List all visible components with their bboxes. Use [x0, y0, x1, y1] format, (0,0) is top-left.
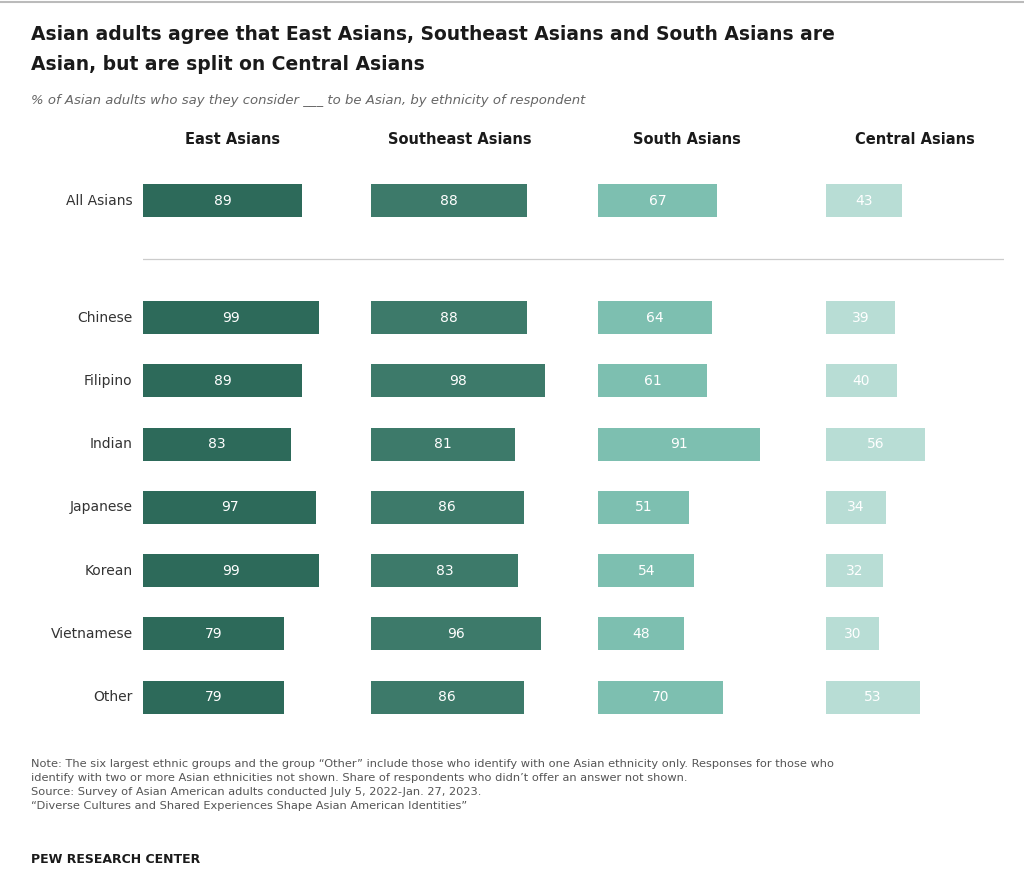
Text: 99: 99	[222, 564, 241, 577]
Text: 54: 54	[638, 564, 655, 577]
FancyBboxPatch shape	[371, 428, 515, 461]
FancyBboxPatch shape	[825, 364, 897, 397]
FancyBboxPatch shape	[825, 681, 920, 714]
Text: Indian: Indian	[90, 437, 133, 451]
Text: 79: 79	[205, 627, 222, 641]
FancyBboxPatch shape	[371, 301, 527, 334]
Text: 70: 70	[651, 691, 670, 704]
Text: 91: 91	[671, 437, 688, 451]
Text: Asian, but are split on Central Asians: Asian, but are split on Central Asians	[31, 55, 425, 74]
Text: 97: 97	[221, 501, 239, 514]
Text: 30: 30	[844, 627, 861, 641]
FancyBboxPatch shape	[143, 681, 284, 714]
Text: 56: 56	[866, 437, 885, 451]
FancyBboxPatch shape	[371, 184, 527, 217]
FancyBboxPatch shape	[371, 491, 523, 524]
FancyBboxPatch shape	[598, 554, 694, 587]
FancyBboxPatch shape	[825, 428, 926, 461]
FancyBboxPatch shape	[143, 617, 284, 650]
FancyBboxPatch shape	[143, 364, 301, 397]
FancyBboxPatch shape	[598, 617, 684, 650]
FancyBboxPatch shape	[598, 364, 707, 397]
FancyBboxPatch shape	[598, 491, 689, 524]
Text: 89: 89	[214, 374, 231, 388]
Text: 43: 43	[855, 193, 872, 208]
Text: 48: 48	[632, 627, 650, 641]
Text: 51: 51	[635, 501, 652, 514]
Text: PEW RESEARCH CENTER: PEW RESEARCH CENTER	[31, 853, 200, 866]
Text: 96: 96	[447, 627, 465, 641]
FancyBboxPatch shape	[598, 184, 718, 217]
Text: 86: 86	[438, 501, 456, 514]
Text: 53: 53	[864, 691, 882, 704]
FancyBboxPatch shape	[143, 184, 301, 217]
Text: Korean: Korean	[85, 564, 133, 577]
FancyBboxPatch shape	[825, 184, 902, 217]
Text: All Asians: All Asians	[67, 193, 133, 208]
Text: Chinese: Chinese	[78, 311, 133, 324]
FancyBboxPatch shape	[371, 681, 523, 714]
Text: 39: 39	[852, 311, 869, 324]
Text: 34: 34	[847, 501, 864, 514]
Text: 98: 98	[450, 374, 467, 388]
Text: 79: 79	[205, 691, 222, 704]
FancyBboxPatch shape	[371, 617, 542, 650]
Text: Southeast Asians: Southeast Asians	[388, 132, 531, 147]
FancyBboxPatch shape	[825, 301, 895, 334]
Text: Other: Other	[93, 691, 133, 704]
Text: East Asians: East Asians	[184, 132, 280, 147]
FancyBboxPatch shape	[143, 491, 315, 524]
FancyBboxPatch shape	[143, 428, 291, 461]
FancyBboxPatch shape	[371, 364, 545, 397]
Text: Japanese: Japanese	[70, 501, 133, 514]
Text: 81: 81	[434, 437, 452, 451]
Text: 83: 83	[208, 437, 226, 451]
FancyBboxPatch shape	[598, 301, 712, 334]
FancyBboxPatch shape	[825, 554, 883, 587]
FancyBboxPatch shape	[825, 491, 886, 524]
Text: Filipino: Filipino	[84, 374, 133, 388]
Text: 40: 40	[853, 374, 870, 388]
Text: Central Asians: Central Asians	[855, 132, 975, 147]
Text: % of Asian adults who say they consider ___ to be Asian, by ethnicity of respond: % of Asian adults who say they consider …	[31, 94, 585, 107]
Text: Vietnamese: Vietnamese	[50, 627, 133, 641]
FancyBboxPatch shape	[143, 301, 319, 334]
Text: 86: 86	[438, 691, 456, 704]
Text: 99: 99	[222, 311, 241, 324]
Text: Note: The six largest ethnic groups and the group “Other” include those who iden: Note: The six largest ethnic groups and …	[31, 759, 834, 811]
Text: 67: 67	[649, 193, 667, 208]
FancyBboxPatch shape	[143, 554, 319, 587]
Text: 89: 89	[214, 193, 231, 208]
FancyBboxPatch shape	[598, 681, 723, 714]
FancyBboxPatch shape	[371, 554, 518, 587]
FancyBboxPatch shape	[825, 617, 880, 650]
Text: 32: 32	[846, 564, 863, 577]
Text: 88: 88	[440, 311, 458, 324]
Text: 64: 64	[646, 311, 664, 324]
Text: Asian adults agree that East Asians, Southeast Asians and South Asians are: Asian adults agree that East Asians, Sou…	[31, 25, 835, 44]
Text: South Asians: South Asians	[633, 132, 741, 147]
Text: 88: 88	[440, 193, 458, 208]
Text: 61: 61	[644, 374, 662, 388]
FancyBboxPatch shape	[598, 428, 760, 461]
Text: 83: 83	[436, 564, 454, 577]
